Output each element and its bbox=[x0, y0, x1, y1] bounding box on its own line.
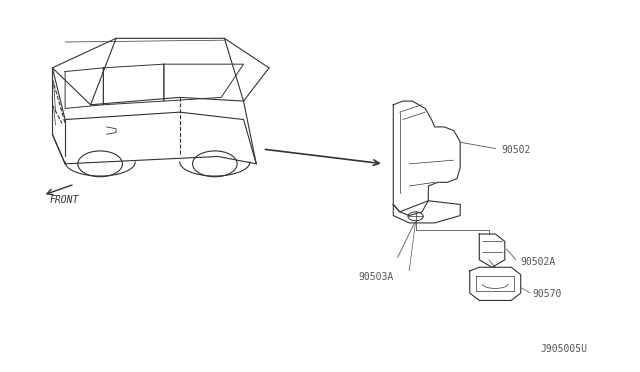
Text: J905005U: J905005U bbox=[541, 344, 588, 354]
Text: 90502A: 90502A bbox=[521, 257, 556, 267]
Text: 90570: 90570 bbox=[532, 289, 561, 299]
Text: 90502: 90502 bbox=[502, 145, 531, 155]
Text: 90503A: 90503A bbox=[358, 272, 394, 282]
Text: FRONT: FRONT bbox=[49, 195, 79, 205]
